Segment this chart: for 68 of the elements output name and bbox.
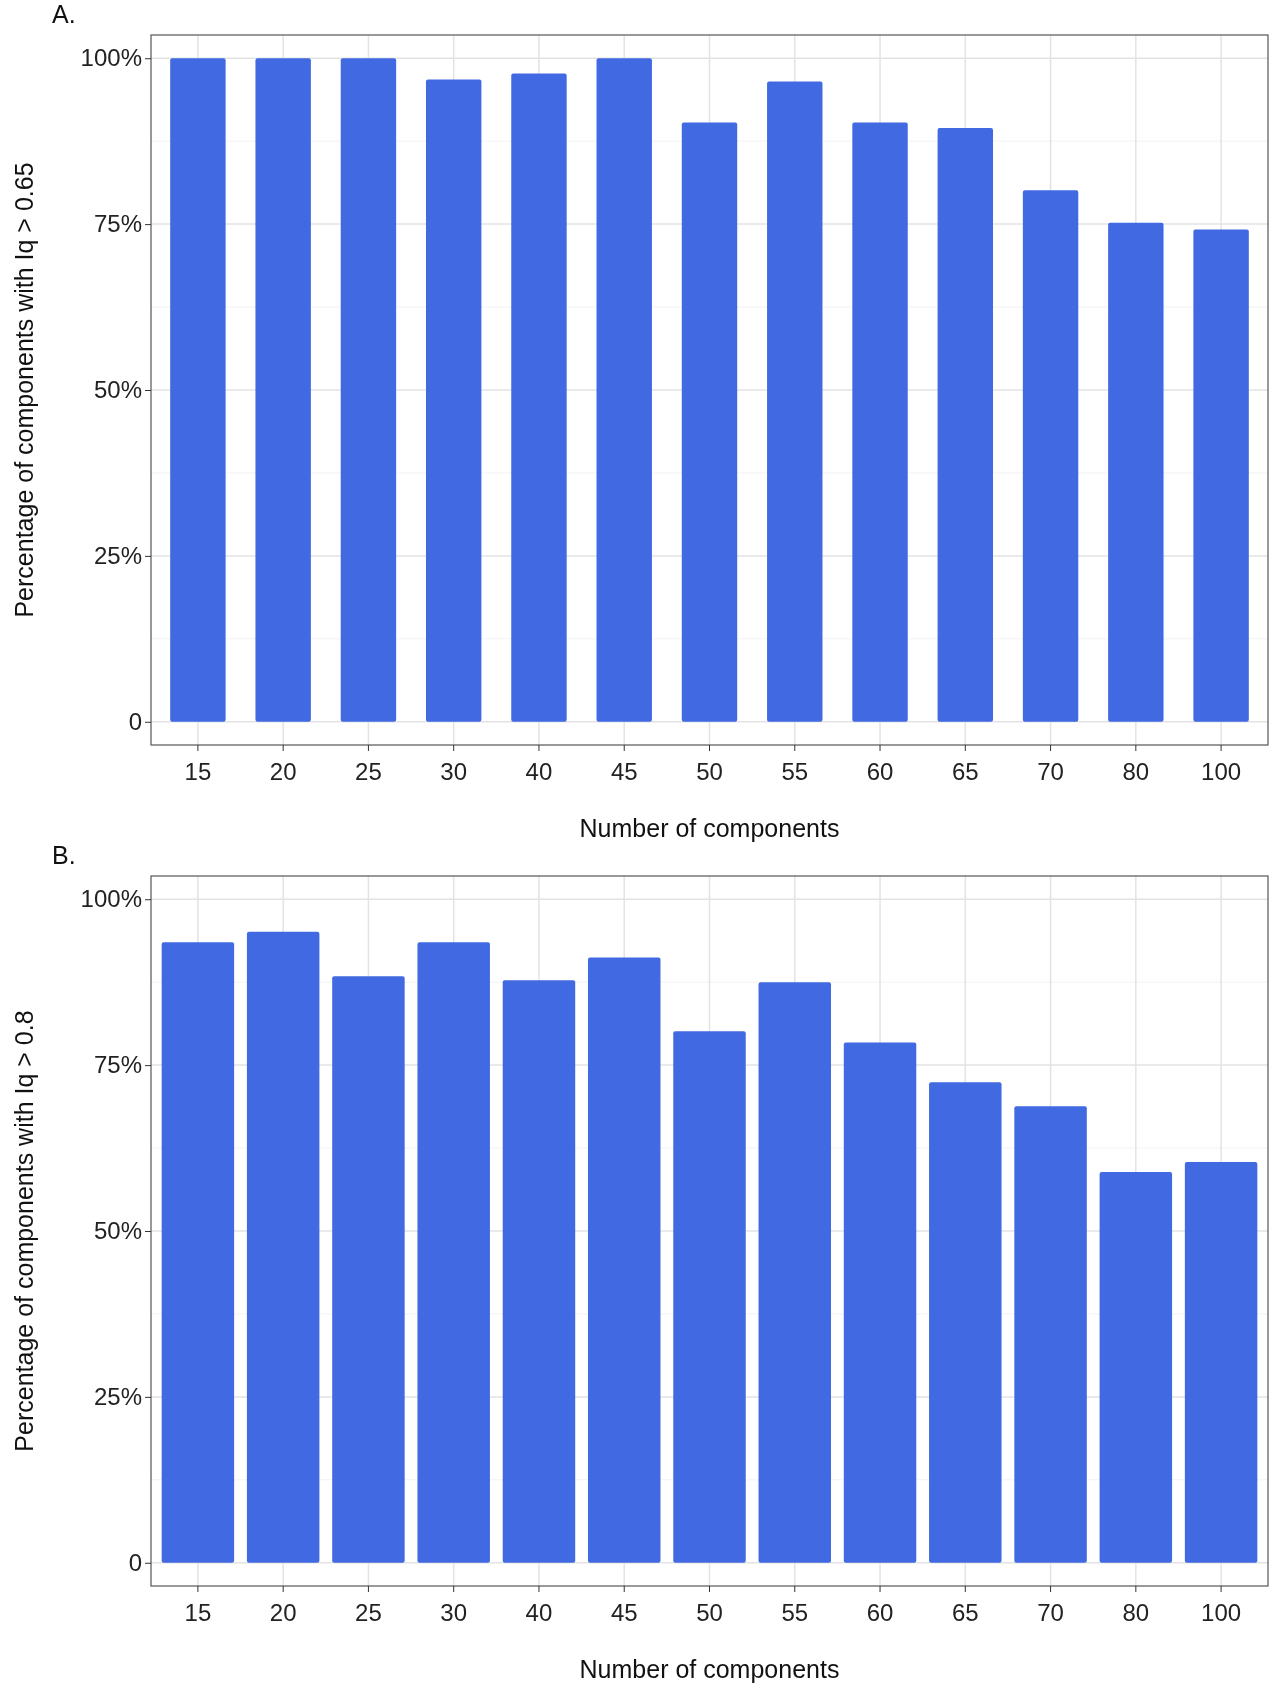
x-tick-label: 100: [1201, 1599, 1242, 1627]
x-tick-label: 70: [1037, 1599, 1064, 1627]
bar: [1108, 222, 1164, 722]
y-tick-label: 100%: [80, 44, 142, 72]
bar: [511, 73, 567, 722]
y-tick-label: 75%: [93, 1051, 142, 1079]
y-axis-title: Percentage of components with Iq > 0.65: [10, 162, 38, 618]
chart-title: A.: [52, 0, 76, 28]
x-tick-label: 70: [1037, 758, 1064, 786]
y-axis-title: Percentage of components with Iq > 0.8: [10, 1010, 38, 1452]
x-tick-label: 80: [1122, 1599, 1150, 1627]
bar: [767, 81, 823, 722]
x-tick-label: 65: [951, 1599, 979, 1627]
chart-title: B.: [52, 841, 76, 869]
bar: [1184, 1161, 1258, 1563]
x-tick-label: 15: [184, 758, 212, 786]
y-tick-label: 50%: [93, 1217, 142, 1245]
x-tick-label: 40: [525, 1599, 553, 1627]
bar: [1099, 1171, 1173, 1563]
x-tick-label: 80: [1122, 758, 1150, 786]
x-tick-label: 20: [269, 1599, 297, 1627]
x-tick-label: 50: [696, 758, 723, 786]
bar: [937, 127, 994, 722]
y-tick-label: 75%: [93, 210, 142, 238]
x-tick-label: 65: [951, 758, 979, 786]
x-tick-label: 30: [440, 1599, 468, 1627]
bar: [1193, 229, 1249, 722]
bar: [1014, 1106, 1087, 1563]
bar: [1022, 190, 1079, 722]
bar: [417, 942, 490, 1563]
bar: [758, 982, 832, 1563]
x-tick-label: 50: [696, 1599, 723, 1627]
x-tick-label: 30: [440, 758, 468, 786]
x-tick-label: 40: [525, 758, 553, 786]
x-tick-label: 55: [781, 1599, 809, 1627]
y-tick-label: 0: [128, 1548, 142, 1576]
bar: [587, 957, 661, 1563]
x-tick-label: 60: [866, 758, 894, 786]
bar: [255, 58, 311, 722]
bar: [929, 1082, 1002, 1563]
x-tick-label: 15: [184, 1599, 212, 1627]
x-tick-label: 20: [269, 758, 297, 786]
bar: [843, 1042, 917, 1563]
bar: [246, 931, 320, 1563]
y-tick-label: 50%: [93, 376, 142, 404]
bar: [852, 122, 908, 722]
x-tick-label: 45: [610, 758, 638, 786]
bar: [340, 58, 397, 722]
x-tick-label: 60: [866, 1599, 894, 1627]
bar: [596, 58, 652, 722]
x-axis-title: Number of components: [579, 1655, 840, 1683]
bar: [673, 1031, 746, 1563]
x-tick-label: 25: [355, 1599, 382, 1627]
y-tick-label: 25%: [93, 542, 142, 570]
x-axis-title: Number of components: [579, 814, 840, 842]
bar: [681, 122, 738, 722]
x-tick-label: 45: [610, 1599, 638, 1627]
y-tick-label: 100%: [80, 885, 142, 913]
bar: [502, 980, 576, 1563]
y-tick-label: 25%: [93, 1383, 142, 1411]
bar: [170, 58, 226, 722]
x-tick-label: 100: [1201, 758, 1242, 786]
bar: [332, 976, 405, 1563]
x-tick-label: 55: [781, 758, 809, 786]
x-tick-label: 25: [355, 758, 382, 786]
y-tick-label: 0: [128, 707, 142, 735]
bar: [161, 942, 235, 1563]
bar: [425, 79, 482, 722]
